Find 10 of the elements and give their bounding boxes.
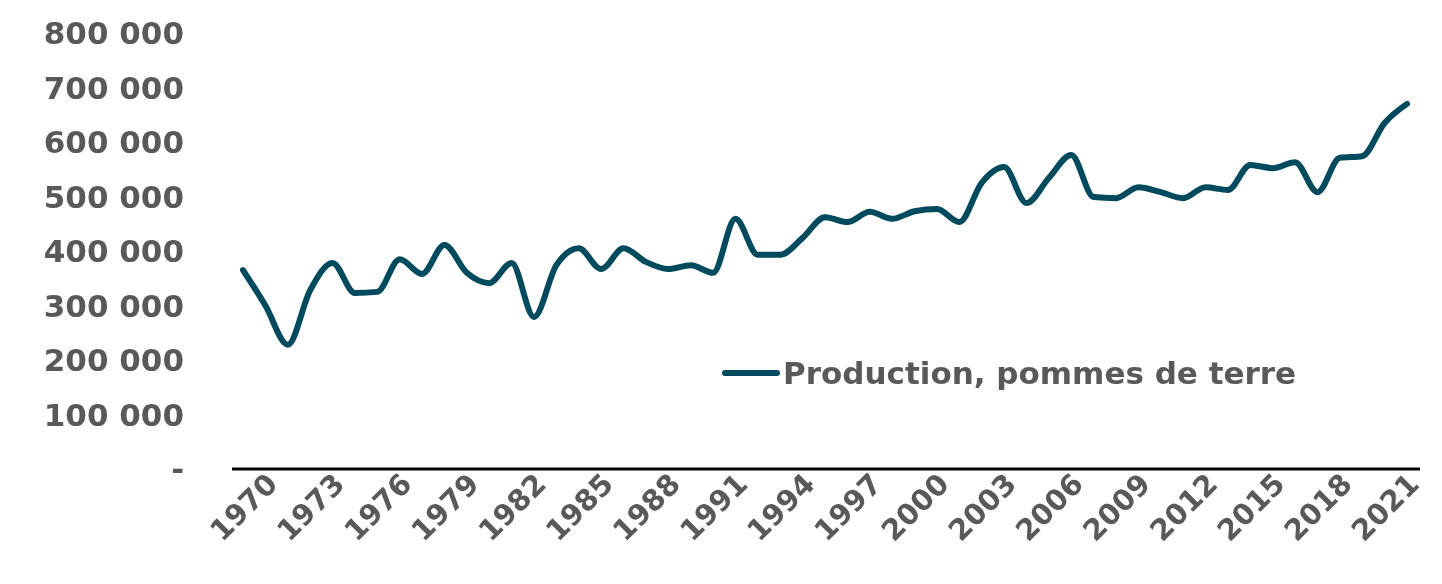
y-tick-label: 400 000 [43,233,184,270]
y-tick-label: 100 000 [43,396,184,433]
y-tick-label: 700 000 [43,69,184,106]
y-tick-label: - [171,451,184,488]
y-tick-label: 200 000 [43,342,184,379]
y-tick-label: 500 000 [43,178,184,215]
legend-label: Production, pommes de terre [783,354,1297,391]
y-tick-label: 800 000 [43,15,184,52]
y-tick-label: 600 000 [43,124,184,161]
y-tick-label: 300 000 [43,287,184,324]
